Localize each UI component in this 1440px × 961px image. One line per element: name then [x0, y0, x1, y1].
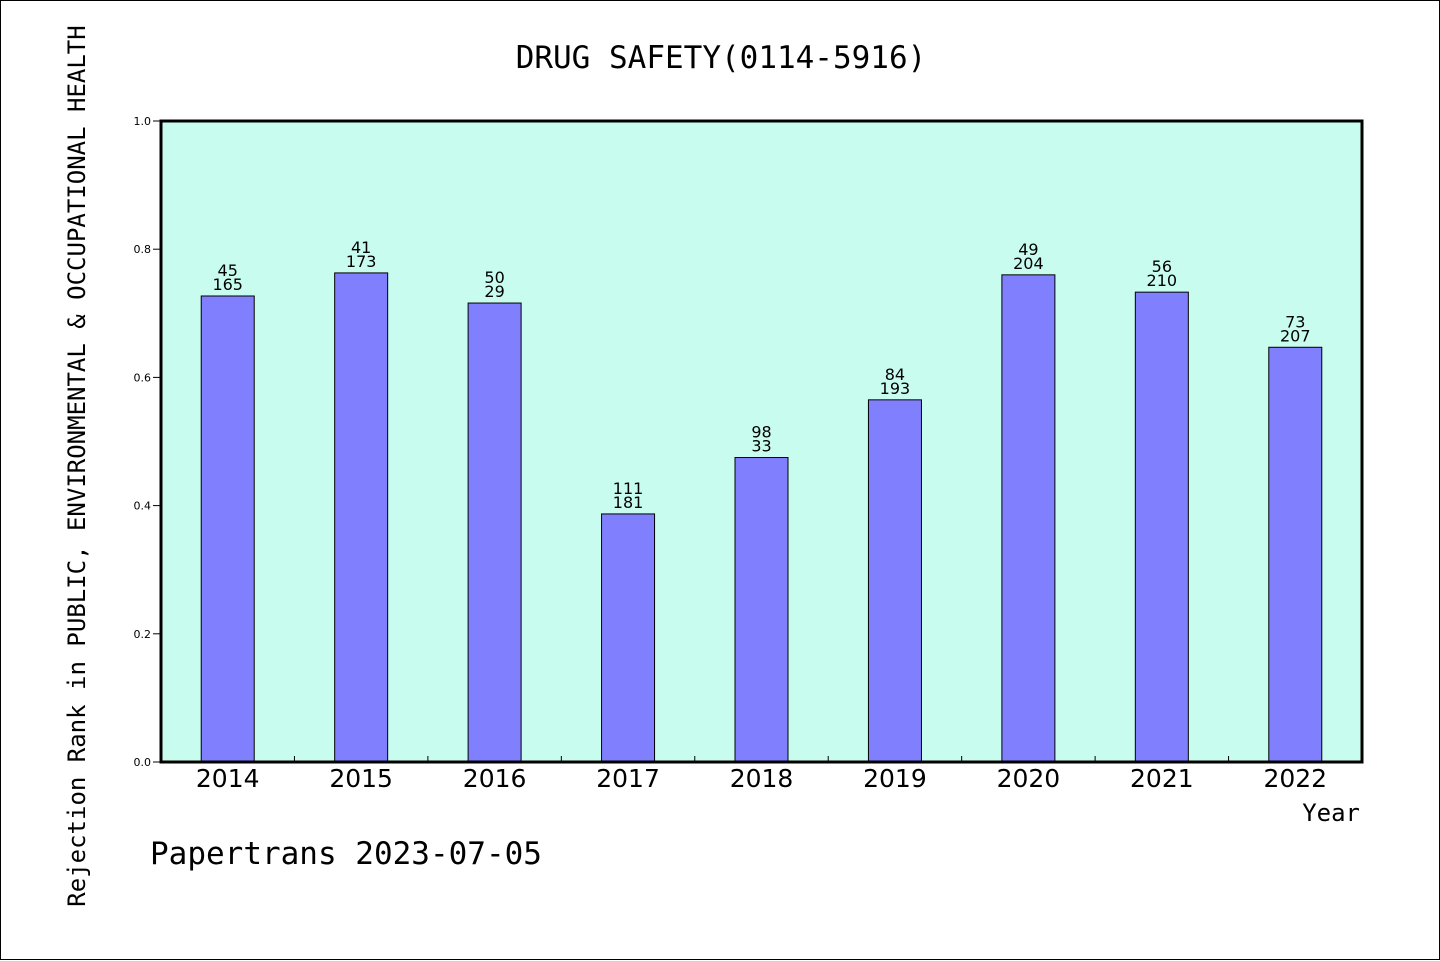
bar-label-bottom: 207: [1280, 326, 1311, 345]
footer-text: Papertrans 2023-07-05: [150, 836, 542, 872]
x-tick-label: 2022: [1263, 764, 1327, 793]
x-tick-label: 2018: [730, 764, 794, 793]
bar-label-top: 49: [1018, 240, 1038, 259]
bar-2015: [334, 272, 389, 763]
bar-2014: [200, 295, 255, 763]
y-axis-label: Rejection Rank in PUBLIC, ENVIRONMENTAL …: [63, 25, 91, 906]
x-axis-label: Year: [1302, 799, 1360, 827]
bar-label-bottom: 210: [1147, 271, 1178, 290]
chart-title: DRUG SAFETY(0114-5916): [516, 40, 927, 76]
bar-label-bottom: 165: [212, 275, 243, 294]
bar-2019: [867, 399, 922, 763]
x-tick-labels: 2014 2015 2016 2017 2018 2019 2020 2021 2022: [196, 764, 1327, 793]
y-axis-ticks: 0.0 0.2 0.4 0.6 0.8 1.0: [134, 115, 161, 769]
bar-2020: [1001, 274, 1056, 763]
bar-label-bottom: 181: [613, 493, 644, 512]
bar-label-top: 45: [218, 261, 238, 280]
x-tick-label: 2017: [596, 764, 660, 793]
y-tick-label: 0.6: [134, 371, 152, 384]
bar-2017: [601, 513, 656, 763]
bar-label-bottom: 29: [484, 282, 504, 301]
plot-border: [159, 119, 1364, 764]
bar-2018: [734, 457, 789, 763]
bar-label-bottom: 193: [880, 379, 911, 398]
x-tick-label: 2021: [1130, 764, 1194, 793]
x-tick-label: 2019: [863, 764, 927, 793]
x-tick-label: 2014: [196, 764, 260, 793]
bar-label-top: 84: [885, 365, 905, 384]
bar-2022: [1268, 346, 1323, 763]
y-tick-label: 0.0: [134, 756, 152, 769]
x-tick-label: 2020: [997, 764, 1061, 793]
bar-label-top: 56: [1152, 257, 1172, 276]
y-tick-label: 0.4: [134, 500, 152, 513]
bar-2021: [1134, 291, 1189, 763]
bar-label-bottom: 173: [346, 252, 377, 271]
y-tick-label: 0.8: [134, 243, 152, 256]
bars: [200, 272, 1323, 763]
bar-label-top: 41: [351, 238, 371, 257]
bar-label-top: 50: [484, 268, 504, 287]
bar-label-bottom: 204: [1013, 254, 1044, 273]
bar-label-top: 73: [1285, 312, 1305, 331]
y-tick-label: 0.2: [134, 628, 152, 641]
x-tick-label: 2015: [329, 764, 393, 793]
bar-label-bottom: 33: [751, 437, 771, 456]
x-tick-label: 2016: [463, 764, 527, 793]
bar-2016: [467, 302, 522, 763]
y-tick-label: 1.0: [134, 115, 152, 128]
bar-label-top: 98: [751, 423, 771, 442]
bar-label-top: 111: [613, 479, 644, 498]
